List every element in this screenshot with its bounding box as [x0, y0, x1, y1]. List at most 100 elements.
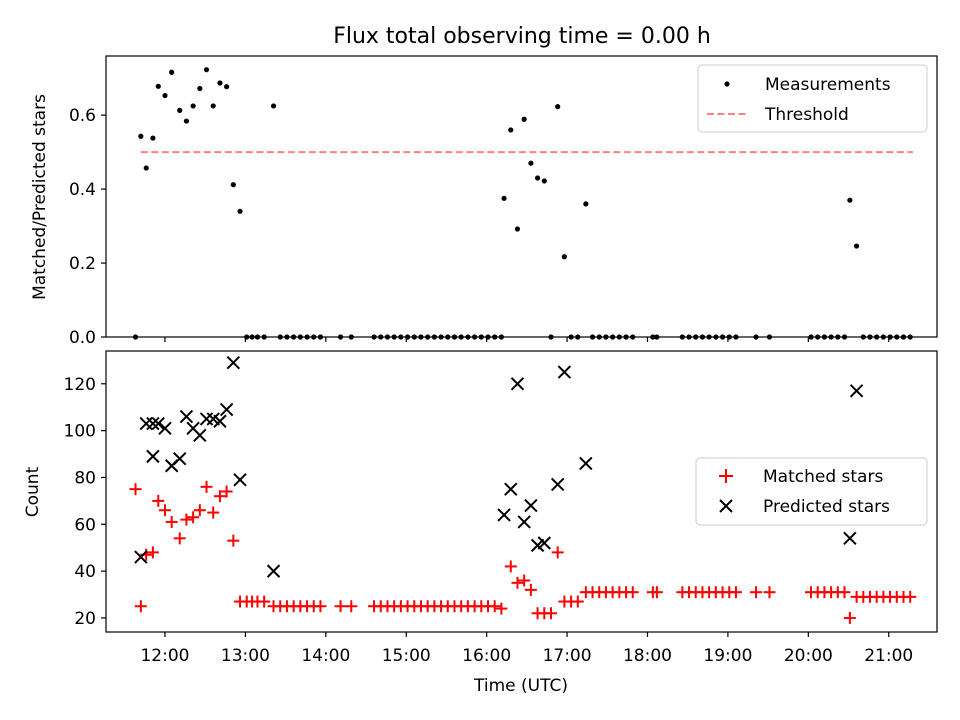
- matched-star-marker: [488, 600, 501, 613]
- measurement-point: [847, 197, 853, 203]
- bottom-y-axis-label: Count: [23, 466, 43, 517]
- predicted-star-marker: [146, 416, 160, 431]
- legend-label-measurements: Measurements: [765, 75, 891, 95]
- predicted-star-marker: [510, 377, 525, 391]
- measurement-point: [162, 92, 168, 99]
- x-tick-label: 17:00: [543, 646, 592, 666]
- bottom-y-axis-ticks: 20 40 60 80 100 120: [64, 375, 106, 629]
- matched-star-marker: [173, 532, 186, 545]
- matched-star-marker: [518, 574, 531, 587]
- measurement-point: [501, 195, 507, 201]
- measurement-point: [561, 254, 567, 260]
- predicted-star-marker: [179, 409, 194, 424]
- matched-star-marker: [843, 611, 856, 624]
- top-legend: Measurements Threshold: [697, 64, 928, 133]
- predicted-star-marker: [151, 416, 165, 431]
- predicted-star-marker: [158, 421, 172, 435]
- measurement-point: [521, 116, 527, 122]
- predicted-star-marker: [219, 402, 234, 417]
- predicted-star-marker: [524, 498, 538, 513]
- top-y-tick-label: 0.4: [69, 180, 96, 200]
- matched-star-marker: [227, 534, 240, 547]
- predicted-star-marker: [146, 449, 160, 464]
- x-tick-label: 15:00: [382, 646, 431, 666]
- matched-star-marker: [220, 485, 233, 498]
- matched-star-marker: [213, 490, 226, 503]
- bottom-y-tick-label: 120: [64, 375, 96, 395]
- matched-star-marker: [626, 586, 639, 599]
- x-tick-label: 19:00: [703, 646, 752, 666]
- measurement-point: [224, 84, 230, 90]
- legend-marker-predicted-stars: [719, 499, 733, 513]
- measurement-point: [177, 107, 183, 113]
- top-panel: 0.0 0.2 0.4 0.6 Matched/Predicted stars Mea…: [30, 55, 938, 348]
- x-tick-label: 13:00: [221, 646, 270, 666]
- predicted-star-marker: [517, 515, 531, 529]
- top-y-tick-label: 0.2: [69, 254, 96, 274]
- legend-label-threshold: Threshold: [764, 105, 849, 125]
- predicted-star-marker: [266, 564, 281, 578]
- matched-star-marker: [207, 506, 220, 519]
- measurement-point: [237, 208, 243, 214]
- matched-star-marker: [129, 483, 142, 496]
- matched-star-marker: [258, 595, 271, 608]
- measurement-point: [555, 104, 561, 110]
- matched-star-marker: [314, 600, 327, 613]
- matched-star-marker: [511, 576, 524, 589]
- predicted-star-marker: [233, 473, 247, 487]
- predicted-star-marker: [193, 428, 207, 443]
- top-y-tick-label: 0.6: [69, 106, 96, 126]
- bottom-y-tick-label: 100: [64, 422, 96, 442]
- matched-star-marker: [158, 504, 171, 517]
- predicted-star-marker: [226, 356, 241, 370]
- matched-star-marker: [838, 586, 851, 599]
- legend-marker-measurements: [724, 81, 730, 87]
- measurement-point: [190, 103, 196, 109]
- bottom-y-tick-label: 60: [74, 515, 96, 535]
- matched-star-marker: [200, 480, 213, 493]
- measurement-point: [183, 118, 190, 124]
- measurement-point: [230, 182, 236, 188]
- measurement-point: [270, 103, 277, 109]
- matched-star-marker: [904, 590, 917, 603]
- x-tick-label: 20:00: [784, 646, 833, 666]
- matched-star-marker: [134, 600, 147, 613]
- legend-label-matched-stars: Matched stars: [763, 467, 883, 487]
- legend-marker-matched-stars: [719, 469, 733, 483]
- matched-star-marker: [334, 600, 347, 613]
- measurement-point: [138, 133, 144, 139]
- matched-star-marker: [729, 586, 742, 599]
- bottom-panel: 20 40 60 80 100 120 12:00 13:00 14:00 15:00 16:00…: [23, 350, 938, 696]
- predicted-star-marker: [557, 365, 572, 379]
- predicted-star-marker: [849, 384, 864, 398]
- bottom-y-tick-label: 20: [74, 609, 96, 629]
- x-tick-label: 12:00: [140, 646, 189, 666]
- x-axis-label: Time (UTC): [473, 676, 568, 696]
- predicted-star-marker: [537, 536, 551, 550]
- top-legend-box: [697, 64, 928, 133]
- measurement-point: [508, 127, 514, 133]
- predicted-star-marker: [173, 452, 187, 466]
- matched-star-marker: [504, 560, 517, 573]
- matched-star-marker: [165, 515, 178, 528]
- matched-star-marker: [750, 586, 763, 599]
- matched-star-marker: [152, 494, 165, 507]
- measurement-point: [853, 243, 860, 249]
- measurement-point: [534, 175, 541, 181]
- bottom-x-axis-ticks: 12:00 13:00 14:00 15:00 16:00 17:00 18:00 19:00…: [140, 632, 913, 666]
- matched-star-marker: [763, 586, 776, 599]
- bottom-data-points: [129, 356, 917, 624]
- x-tick-label: 18:00: [623, 646, 672, 666]
- measurement-point: [514, 226, 521, 232]
- predicted-star-marker: [497, 508, 511, 522]
- matched-star-marker: [571, 595, 584, 608]
- predicted-star-marker: [213, 414, 227, 428]
- measurement-point: [169, 69, 175, 75]
- predicted-star-marker: [504, 482, 518, 496]
- matched-star-marker: [345, 600, 358, 613]
- x-tick-label: 14:00: [301, 646, 350, 666]
- matched-star-marker: [544, 607, 557, 620]
- x-tick-label: 21:00: [864, 646, 913, 666]
- measurement-point: [203, 67, 210, 73]
